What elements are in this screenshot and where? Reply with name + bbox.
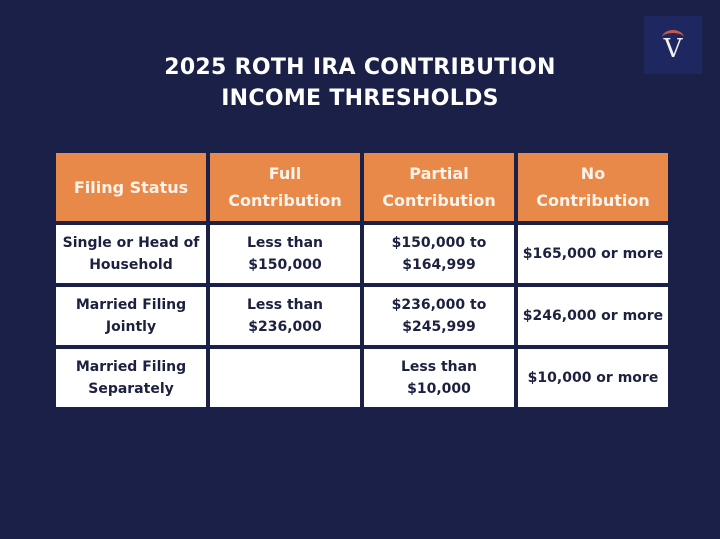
- table-row: Single or Head of Household Less than $150,…: [56, 225, 668, 283]
- table-cell: Less than $10,000: [364, 349, 514, 407]
- table-cell: $236,000 to $245,999: [364, 287, 514, 345]
- table-row: Married Filing Separately Less than $10,000…: [56, 349, 668, 407]
- table-cell: Married Filing Separately: [56, 349, 206, 407]
- table-cell: Less than $236,000: [210, 287, 360, 345]
- cell-line: No: [580, 164, 606, 183]
- cell-line: Single or Head of: [62, 235, 200, 251]
- table-cell: $10,000 or more: [518, 349, 668, 407]
- cell-line: Contribution: [382, 191, 496, 210]
- cell-line: $165,000 or more: [522, 246, 664, 262]
- cell-line: Married Filing: [75, 359, 187, 375]
- cell-line: Partial: [409, 164, 469, 183]
- table-cell: $150,000 to $164,999: [364, 225, 514, 283]
- table-cell: [210, 349, 360, 407]
- table-cell: $165,000 or more: [518, 225, 668, 283]
- cell-line: Separately: [88, 381, 174, 397]
- cell-line: $245,999: [402, 319, 476, 335]
- column-header: No Contribution: [518, 153, 668, 221]
- cell-line: Filing Status: [73, 177, 189, 197]
- table-cell: Less than $150,000: [210, 225, 360, 283]
- brand-logo: V: [644, 16, 702, 74]
- cell-line: $150,000 to: [391, 235, 487, 251]
- cell-line: Married Filing: [75, 297, 187, 313]
- cell-line: Less than: [246, 297, 324, 313]
- table-row: Married Filing Jointly Less than $236,000 $2…: [56, 287, 668, 345]
- cell-line: $246,000 or more: [522, 308, 664, 324]
- page-title: 2025 ROTH IRA CONTRIBUTION INCOME THRESH…: [164, 55, 556, 111]
- table-cell: Married Filing Jointly: [56, 287, 206, 345]
- cell-line: $150,000: [248, 257, 322, 273]
- cell-line: Less than: [400, 359, 478, 375]
- column-header: Filing Status: [56, 153, 206, 221]
- cell-line: Contribution: [228, 191, 342, 210]
- table-cell: Single or Head of Household: [56, 225, 206, 283]
- logo-arc-icon: [662, 30, 684, 45]
- cell-line: $236,000 to: [391, 297, 487, 313]
- cell-line: Less than: [246, 235, 324, 251]
- table-cell: $246,000 or more: [518, 287, 668, 345]
- cell-line: Contribution: [536, 191, 650, 210]
- column-header: Partial Contribution: [364, 153, 514, 221]
- cell-line: Household: [89, 257, 173, 273]
- cell-line: Full: [268, 164, 302, 183]
- cell-line: $10,000: [407, 381, 471, 397]
- thresholds-table: Filing Status Full Contribution Partial Cont…: [52, 149, 672, 411]
- column-header: Full Contribution: [210, 153, 360, 221]
- cell-line: $10,000 or more: [527, 370, 659, 386]
- table-header-row: Filing Status Full Contribution Partial Cont…: [56, 153, 668, 221]
- cell-line: Jointly: [105, 319, 157, 335]
- cell-line: $236,000: [248, 319, 322, 335]
- cell-line: $164,999: [402, 257, 476, 273]
